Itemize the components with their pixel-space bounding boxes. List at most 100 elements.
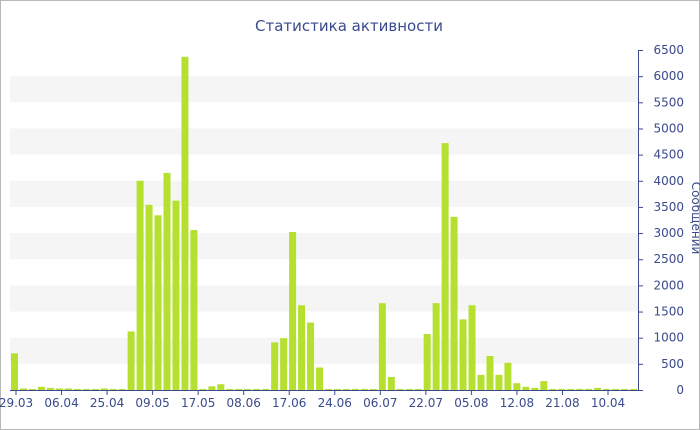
x-tick-label: 17.05 bbox=[181, 396, 215, 410]
bar bbox=[181, 56, 189, 391]
bar bbox=[307, 322, 315, 390]
bar bbox=[73, 388, 81, 390]
x-tick-labels: 29.03 06.04 25.04 09.05 17.05 08.06 17.06 24.06… bbox=[0, 390, 625, 410]
bar bbox=[396, 388, 404, 390]
grid-band bbox=[10, 76, 638, 103]
grid-band bbox=[10, 337, 638, 364]
bar bbox=[154, 215, 162, 390]
y-tick-label: 1500 bbox=[653, 305, 684, 319]
y-tick-labels: 0 500 1000 1500 2000 2500 3000 3500 4000 4500 5000… bbox=[638, 43, 684, 397]
y-tick-label: 5000 bbox=[653, 121, 684, 135]
y-tick-label: 3500 bbox=[653, 200, 684, 214]
bar bbox=[145, 204, 153, 390]
bar bbox=[495, 374, 503, 390]
x-tick-label: 29.03 bbox=[0, 396, 33, 410]
x-tick-label: 12.08 bbox=[500, 396, 534, 410]
bar bbox=[567, 388, 575, 390]
bar bbox=[324, 388, 332, 390]
bar bbox=[450, 216, 458, 390]
bar bbox=[298, 305, 306, 390]
bar bbox=[405, 388, 413, 390]
x-tick-label: 06.07 bbox=[363, 396, 397, 410]
bar bbox=[441, 143, 449, 390]
x-tick-label: 06.04 bbox=[44, 396, 78, 410]
bar bbox=[271, 342, 279, 390]
bar bbox=[235, 388, 243, 390]
bar bbox=[612, 388, 620, 390]
grid-band bbox=[10, 128, 638, 155]
bar bbox=[91, 388, 99, 390]
bar bbox=[621, 388, 629, 390]
bar bbox=[351, 388, 359, 390]
bar bbox=[163, 172, 171, 390]
bar bbox=[226, 388, 234, 390]
grid-band bbox=[10, 180, 638, 207]
bar bbox=[504, 362, 512, 390]
y-tick-label: 4000 bbox=[653, 174, 684, 188]
bar bbox=[316, 367, 324, 390]
bar bbox=[603, 388, 611, 390]
x-tick-label: 05.08 bbox=[454, 396, 488, 410]
chart-title: Статистика активности bbox=[255, 17, 443, 35]
bar bbox=[360, 388, 368, 390]
bar bbox=[549, 388, 557, 390]
bar bbox=[253, 388, 261, 390]
bar bbox=[127, 331, 135, 390]
y-tick-label: 3000 bbox=[653, 226, 684, 240]
bar bbox=[423, 334, 431, 390]
bar bbox=[540, 381, 548, 390]
bar bbox=[19, 388, 27, 390]
bar bbox=[387, 376, 395, 390]
bar bbox=[280, 338, 288, 390]
bar bbox=[217, 384, 225, 390]
bar bbox=[172, 200, 180, 390]
y-tick-label: 4500 bbox=[653, 148, 684, 162]
bar bbox=[468, 305, 476, 390]
bar bbox=[10, 353, 18, 390]
x-tick-label: 09.05 bbox=[135, 396, 169, 410]
bar bbox=[531, 387, 539, 390]
bar bbox=[289, 232, 297, 390]
bar bbox=[459, 319, 467, 390]
bar bbox=[262, 388, 270, 390]
y-tick-label: 500 bbox=[661, 357, 684, 371]
y-tick-label: 0 bbox=[676, 383, 684, 397]
bars bbox=[10, 56, 638, 391]
bar bbox=[244, 388, 252, 390]
bar bbox=[55, 388, 63, 390]
x-tick-label: 25.04 bbox=[90, 396, 124, 410]
bar bbox=[630, 388, 638, 390]
bar bbox=[190, 229, 198, 390]
bar bbox=[594, 387, 602, 390]
bar bbox=[486, 356, 494, 390]
bar bbox=[513, 383, 521, 390]
bar bbox=[100, 388, 108, 390]
bar bbox=[477, 374, 485, 390]
y-tick-label: 6500 bbox=[653, 43, 684, 57]
bar bbox=[199, 388, 207, 390]
y-tick-label: 2000 bbox=[653, 278, 684, 292]
bar bbox=[414, 388, 422, 390]
bar bbox=[109, 388, 117, 390]
bar bbox=[585, 388, 593, 390]
bar bbox=[64, 388, 72, 390]
bar bbox=[208, 386, 216, 390]
grid-band bbox=[10, 233, 638, 260]
bar bbox=[37, 386, 45, 390]
bar bbox=[378, 303, 386, 390]
x-tick-label: 21.08 bbox=[545, 396, 579, 410]
bar bbox=[28, 388, 36, 390]
x-tick-label: 17.06 bbox=[272, 396, 306, 410]
grid-band bbox=[10, 285, 638, 312]
y-tick-label: 5500 bbox=[653, 95, 684, 109]
y-tick-label: 1000 bbox=[653, 331, 684, 345]
bar bbox=[522, 386, 530, 390]
bar bbox=[136, 180, 144, 390]
bar bbox=[82, 388, 90, 390]
bar bbox=[576, 388, 584, 390]
bar bbox=[333, 388, 341, 390]
grid-bands bbox=[10, 76, 638, 364]
x-tick-label: 22.07 bbox=[409, 396, 443, 410]
y-tick-label: 2500 bbox=[653, 252, 684, 266]
